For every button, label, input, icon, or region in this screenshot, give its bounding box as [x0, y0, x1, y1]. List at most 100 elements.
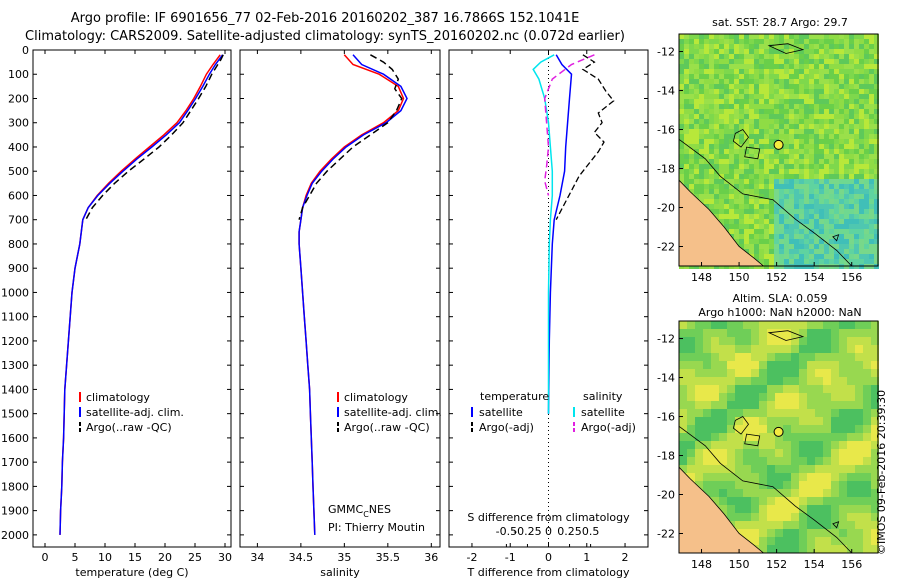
map-cell	[769, 79, 774, 84]
map-cell	[684, 184, 689, 189]
map-cell	[799, 99, 804, 104]
map-cell	[799, 204, 804, 209]
map-cell	[739, 94, 744, 99]
map-cell	[849, 69, 854, 74]
map-cell	[711, 369, 719, 377]
map-cell	[834, 244, 839, 249]
map-cell	[824, 209, 829, 214]
map-cell	[844, 124, 849, 129]
map-cell	[739, 64, 744, 69]
map-cell	[727, 425, 735, 433]
map-cell	[814, 169, 819, 174]
map-cell	[687, 457, 695, 465]
map-cell	[855, 473, 863, 481]
map-cell	[834, 89, 839, 94]
map-cell	[769, 189, 774, 194]
map-cell	[735, 345, 743, 353]
map-cell	[754, 69, 759, 74]
map-cell	[687, 361, 695, 369]
map-cell	[699, 119, 704, 124]
map-cell	[714, 114, 719, 119]
map-cell	[727, 409, 735, 417]
map-cell	[754, 189, 759, 194]
map-cell	[863, 505, 871, 513]
map-cell	[769, 149, 774, 154]
map-cell	[869, 79, 874, 84]
map-cell	[724, 159, 729, 164]
map-cell	[815, 537, 823, 545]
map-cell	[764, 34, 769, 39]
map-cell	[784, 254, 789, 259]
map-cell	[783, 321, 791, 329]
map-y-tick-label: -16	[657, 124, 675, 137]
map-cell	[799, 179, 804, 184]
map-cell	[869, 199, 874, 204]
map-cell	[759, 139, 764, 144]
x-axis-label: salinity	[320, 566, 360, 579]
map-cell	[794, 89, 799, 94]
map-cell	[759, 425, 767, 433]
series-line-argo-raw-qc-	[85, 54, 224, 221]
map-cell	[849, 224, 854, 229]
map-cell	[864, 159, 869, 164]
map-cell	[789, 209, 794, 214]
x-tick-label: 10	[98, 551, 112, 564]
map-cell	[684, 79, 689, 84]
map-cell	[724, 74, 729, 79]
map-cell	[729, 39, 734, 44]
map-cell	[734, 74, 739, 79]
map-cell	[871, 449, 879, 457]
map-cell	[804, 169, 809, 174]
map-cell	[789, 144, 794, 149]
map-cell	[769, 34, 774, 39]
map-cell	[863, 393, 871, 401]
map-cell	[699, 54, 704, 59]
map-cell	[791, 433, 799, 441]
map-cell	[839, 199, 844, 204]
y-tick-label: 700	[8, 214, 29, 227]
map-cell	[794, 139, 799, 144]
map-cell	[764, 149, 769, 154]
map-cell	[679, 361, 687, 369]
map-cell	[844, 74, 849, 79]
map-cell	[689, 89, 694, 94]
map-cell	[814, 44, 819, 49]
map-cell	[727, 329, 735, 337]
map-cell	[784, 199, 789, 204]
map-cell	[844, 129, 849, 134]
map-cell	[874, 59, 879, 64]
map-cell	[794, 249, 799, 254]
map-cell	[784, 249, 789, 254]
map-cell	[871, 465, 879, 473]
map-cell	[799, 321, 807, 329]
map-cell	[839, 109, 844, 114]
map-cell	[839, 361, 847, 369]
map-cell	[869, 249, 874, 254]
map-cell	[799, 59, 804, 64]
map-cell	[789, 124, 794, 129]
map-cell	[809, 234, 814, 239]
reef-outline	[832, 521, 840, 529]
map-cell	[679, 337, 687, 345]
map-cell	[794, 114, 799, 119]
map-cell	[804, 99, 809, 104]
map-cell	[874, 179, 879, 184]
map-cell	[729, 139, 734, 144]
map-cell	[704, 94, 709, 99]
map-cell	[695, 465, 703, 473]
map-cell	[844, 259, 849, 264]
map-cell	[804, 124, 809, 129]
map-cell	[864, 129, 869, 134]
map-cell	[764, 229, 769, 234]
map-cell	[734, 149, 739, 154]
map-cell	[871, 473, 879, 481]
map-cell	[689, 79, 694, 84]
map-cell	[791, 489, 799, 497]
map-cell	[789, 174, 794, 179]
map-cell	[814, 219, 819, 224]
map-cell	[734, 224, 739, 229]
map-cell	[704, 49, 709, 54]
map-cell	[831, 545, 839, 553]
map-cell	[751, 321, 759, 329]
map-cell	[863, 465, 871, 473]
